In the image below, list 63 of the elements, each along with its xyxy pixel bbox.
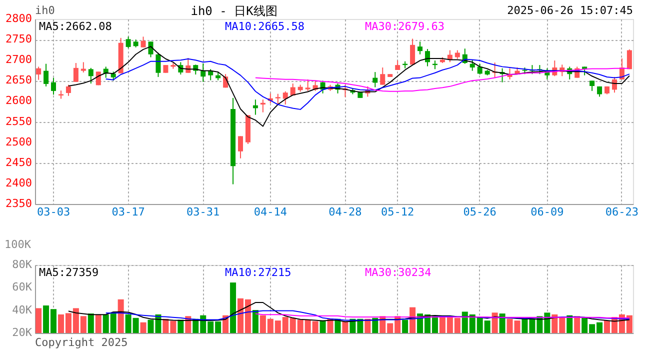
candlestick: [140, 36, 146, 48]
candlestick: [148, 41, 154, 58]
candlestick: [156, 52, 161, 78]
candlestick: [88, 67, 94, 84]
text: MA5:27359: [39, 266, 99, 279]
y-tick-label: 2500: [6, 135, 32, 148]
x-tick-label: 03-31: [186, 206, 220, 218]
text: MA10:27215: [225, 266, 292, 279]
y-tick-label: 2700: [6, 53, 32, 66]
candlestick: [238, 136, 244, 159]
y-tick-label: 80K: [12, 258, 32, 271]
candlestick: [80, 62, 86, 73]
line-series: [254, 68, 630, 92]
candlestick: [380, 67, 386, 86]
candlestick: [590, 80, 595, 92]
y-tick-label: 40K: [12, 303, 32, 316]
candlestick: [66, 84, 71, 96]
y-tick-label: 60K: [12, 280, 32, 294]
candlestick: [424, 48, 430, 67]
candlestick: [410, 38, 416, 66]
candlestick: [73, 62, 78, 82]
candlestick: [626, 48, 632, 70]
y-tick-label: 2600: [6, 94, 32, 108]
candlestick: [275, 93, 280, 106]
text: Copyright 2025: [35, 336, 128, 349]
y-tick-label: 20K: [12, 326, 32, 339]
x-tick-label: 03-17: [112, 206, 145, 218]
y-tick-label: 2350: [6, 197, 32, 210]
text: MA10:2665.58: [225, 20, 304, 33]
candlestick: [477, 63, 482, 75]
candlestick: [51, 77, 56, 96]
x-tick-label: 06-23: [605, 206, 639, 218]
text: MA5:2662.08: [39, 20, 112, 33]
text: 2025-06-26 15:07:45: [507, 4, 633, 17]
x-tick-label: 04-28: [328, 206, 362, 218]
x-tick-label: 03-03: [36, 206, 70, 218]
candlestick: [305, 78, 310, 92]
x-tick-label: 06-09: [530, 206, 564, 218]
text: ih0: [35, 4, 55, 17]
y-tick-label: 2650: [6, 74, 32, 87]
y-tick-label: 2450: [6, 156, 32, 169]
chart-title: ih0 - 日K线图: [190, 4, 278, 18]
candlestick: [418, 41, 423, 55]
y-tick-label: 2750: [6, 32, 32, 46]
candlestick: [36, 66, 42, 80]
candlestick: [110, 71, 116, 82]
text: MA30:30234: [365, 266, 432, 279]
candlestick: [372, 72, 378, 88]
candlestick: [282, 90, 288, 106]
y-tick-label: 2800: [6, 12, 32, 25]
x-tick-label: 04-14: [254, 206, 288, 218]
y-tick-label: 2400: [6, 176, 32, 190]
y-tick-label: 2550: [6, 114, 32, 128]
candlestick: [44, 63, 49, 87]
text: 100K: [4, 238, 32, 251]
x-tick-label: 05-26: [463, 206, 496, 218]
candlestick: [200, 62, 206, 82]
text: MA30:2679.63: [365, 20, 444, 33]
candlestick: [395, 60, 400, 70]
candlestick: [260, 99, 266, 113]
candlestick: [126, 36, 131, 49]
x-tick-label: 05-12: [381, 206, 414, 218]
candlestick: [470, 59, 475, 72]
